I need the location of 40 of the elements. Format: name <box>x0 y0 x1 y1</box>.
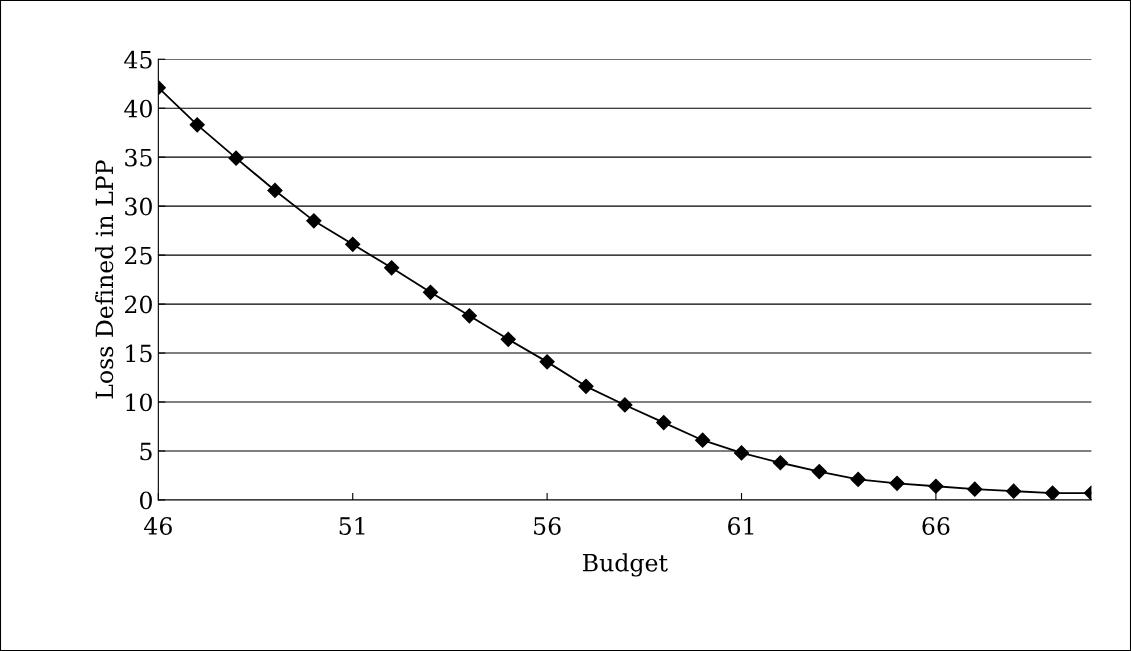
point <box>967 481 983 497</box>
y-tick-label: 45 <box>124 50 152 69</box>
y-tick-label: 10 <box>126 393 152 412</box>
y-tick-label: 40 <box>124 99 152 118</box>
y-tick-label: 20 <box>125 295 152 314</box>
x-tick-label: 66 <box>922 517 950 535</box>
point <box>928 478 944 494</box>
y-tick-label: 5 <box>140 442 152 461</box>
point <box>306 213 322 229</box>
y-tick-label: 15 <box>126 344 152 363</box>
point <box>733 445 750 461</box>
y-axis-title: Loss Defined in LPP <box>95 160 114 399</box>
x-tick-label: 46 <box>144 517 172 535</box>
point <box>1044 485 1061 500</box>
point <box>500 331 516 347</box>
x-tick-label: 51 <box>339 517 365 535</box>
point <box>345 236 361 252</box>
x-tick-label: 61 <box>728 517 754 535</box>
point <box>228 150 244 166</box>
y-tick-label: 30 <box>125 197 152 216</box>
y-tick-label: 35 <box>125 148 152 167</box>
point <box>422 284 439 300</box>
point <box>384 260 400 276</box>
point <box>811 463 827 480</box>
point <box>461 308 477 324</box>
point <box>695 432 711 448</box>
x-axis-title: Budget <box>583 553 668 577</box>
point <box>850 471 866 487</box>
y-tick-label: 25 <box>125 246 152 265</box>
x-tick-label: 56 <box>534 517 561 535</box>
point <box>617 397 633 413</box>
point <box>772 455 788 471</box>
point <box>1006 483 1022 499</box>
point <box>889 475 905 491</box>
point <box>539 354 555 370</box>
point <box>656 415 672 431</box>
point <box>189 117 205 133</box>
point <box>578 378 594 394</box>
y-tick-label: 0 <box>140 491 152 510</box>
point <box>267 182 283 199</box>
